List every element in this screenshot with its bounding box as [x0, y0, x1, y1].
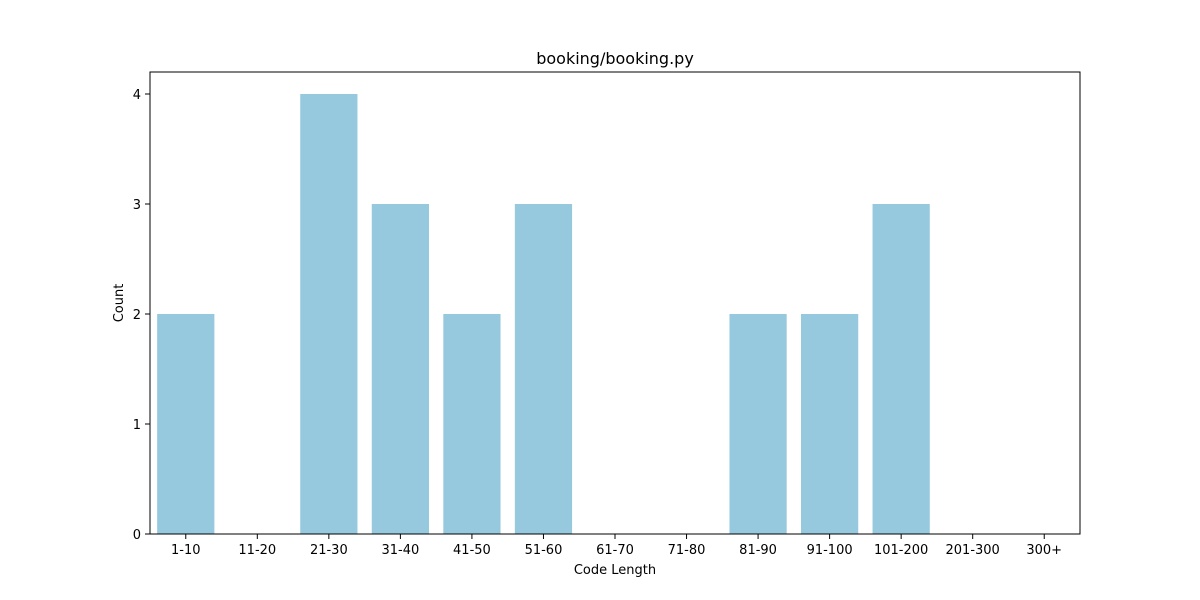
bar-101-200 — [872, 204, 930, 534]
x-tick-label: 300+ — [1026, 543, 1062, 558]
x-tick-label: 91-100 — [807, 543, 853, 558]
x-tick-label: 41-50 — [453, 543, 491, 558]
x-axis-label: Code Length — [574, 563, 656, 578]
bar-81-90 — [729, 314, 787, 534]
bar-31-40 — [371, 204, 429, 534]
x-tick-label: 61-70 — [596, 543, 634, 558]
plot-frame — [149, 71, 1081, 535]
x-tick-label: 31-40 — [381, 543, 419, 558]
chart-title: booking/booking.py — [536, 49, 694, 68]
x-tick-label: 201-300 — [946, 543, 1000, 558]
x-tick-label: 101-200 — [874, 543, 928, 558]
x-tick-label: 81-90 — [739, 543, 777, 558]
x-tick-label: 71-80 — [668, 543, 706, 558]
bar-1-10 — [157, 314, 215, 534]
x-tick-label: 1-10 — [171, 543, 201, 558]
x-axis: 1-10 11-20 21-30 31-40 41-50 51-60 61-70 71-80 8… — [171, 534, 1062, 558]
y-tick-label: 2 — [133, 308, 141, 323]
bar-91-100 — [801, 314, 859, 534]
x-tick-label: 11-20 — [238, 543, 276, 558]
bar-41-50 — [443, 314, 501, 534]
bar-51-60 — [514, 204, 573, 534]
y-tick-label: 3 — [133, 198, 141, 213]
y-tick-label: 0 — [133, 528, 141, 543]
bar-21-30 — [300, 94, 358, 534]
y-axis-label: Count — [112, 284, 127, 323]
x-tick-label: 21-30 — [310, 543, 348, 558]
y-tick-label: 4 — [133, 88, 141, 103]
y-axis: 0 1 2 3 4 — [133, 88, 150, 543]
y-tick-label: 1 — [133, 418, 141, 433]
bars-group — [157, 94, 930, 534]
x-tick-label: 51-60 — [525, 543, 563, 558]
